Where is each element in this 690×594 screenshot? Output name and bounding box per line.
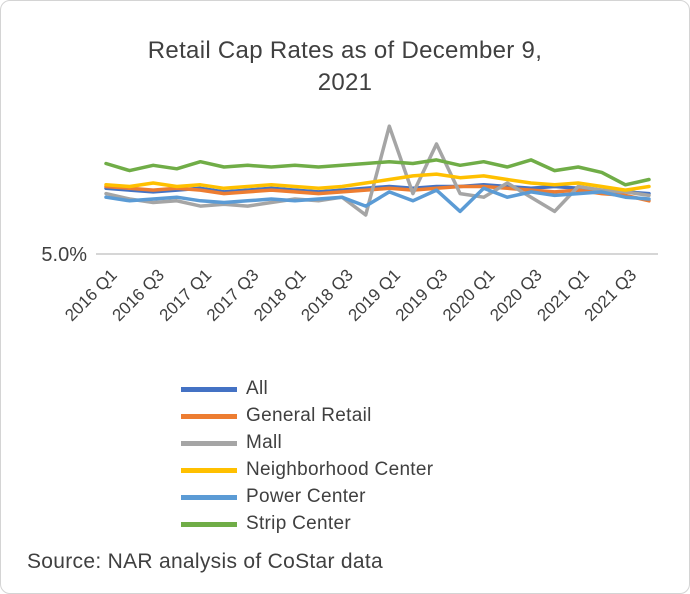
legend-item: Strip Center	[181, 511, 689, 538]
y-axis-label: 5.0%	[41, 244, 87, 266]
legend-item: General Retail	[181, 403, 689, 430]
series-line-power-center	[104, 186, 651, 213]
legend-swatch	[181, 413, 237, 419]
legend: All General Retail Mall Neighborhood Center…	[181, 376, 689, 538]
series-line-mall	[104, 124, 651, 217]
legend-label: Mall	[246, 432, 283, 454]
series-line-general-retail	[104, 184, 651, 203]
legend-swatch	[181, 467, 237, 473]
legend-item: Mall	[181, 430, 689, 457]
legend-item: Power Center	[181, 484, 689, 511]
legend-label: Neighborhood Center	[246, 459, 434, 481]
legend-label: All	[246, 378, 269, 400]
legend-label: General Retail	[246, 405, 372, 427]
legend-label: Strip Center	[246, 513, 351, 535]
x-axis-label: 2021 Q3	[581, 265, 641, 325]
series-line-neighborhood-center	[104, 172, 651, 192]
legend-swatch	[181, 521, 237, 527]
legend-swatch	[181, 386, 237, 392]
source-text: Source: NAR analysis of CoStar data	[27, 549, 383, 573]
legend-swatch	[181, 494, 237, 500]
series-line-strip-center	[104, 157, 651, 187]
legend-item: Neighborhood Center	[181, 457, 689, 484]
legend-label: Power Center	[246, 486, 366, 508]
chart-title: Retail Cap Rates as of December 9, 2021	[147, 37, 543, 97]
plot-wrap: 5.0% 2016 Q1 2016 Q3 2017 Q1 2017 Q3 2018 Q1 2…	[1, 104, 689, 374]
legend-item: All	[181, 376, 689, 403]
legend-swatch	[181, 440, 237, 446]
